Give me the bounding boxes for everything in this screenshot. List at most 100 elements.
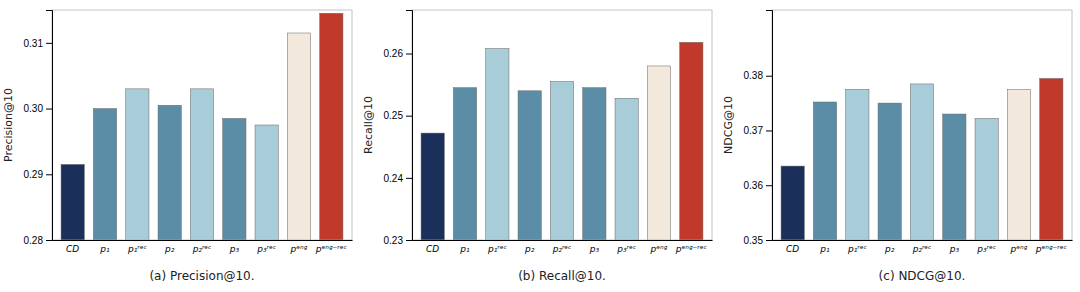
x-tick: p₂ʳᵉᶜ — [192, 240, 212, 254]
x-tick-label: p₃ — [589, 244, 600, 254]
y-tick-label: 0.36 — [744, 180, 764, 191]
y-axis-line — [406, 11, 413, 241]
y-tick: 0.28 — [24, 235, 52, 246]
y-tick: 0.37 — [744, 125, 772, 136]
x-tick: p₁ — [99, 240, 110, 254]
x-tick-label: pᵉⁿᵍ — [650, 244, 668, 254]
y-tick-label: 0.30 — [24, 103, 44, 114]
x-tick-label: p₂ — [164, 244, 175, 254]
bar — [421, 133, 444, 240]
x-tick: p₂ʳᵉᶜ — [912, 240, 932, 254]
y-tick: 0.26 — [384, 48, 412, 59]
x-tick-label: p₃ — [229, 244, 240, 254]
x-tick: p₂ — [884, 240, 895, 254]
x-axis-line — [773, 240, 1073, 241]
x-tick: p₁ — [819, 240, 830, 254]
bar — [287, 33, 310, 240]
panel: 0.230.240.250.26CDp₁p₁ʳᵉᶜp₂p₂ʳᵉᶜp₃p₃ʳᵉᶜp… — [362, 10, 713, 292]
y-tick: 0.30 — [24, 103, 52, 114]
x-tick: CD — [786, 240, 799, 254]
x-tick-label: p₁ʳᵉᶜ — [487, 244, 507, 254]
x-tick: p₂ — [164, 240, 175, 254]
y-tick-label: 0.26 — [384, 48, 404, 59]
y-tick: 0.36 — [744, 180, 772, 191]
x-tick: p₁ʳᵉᶜ — [127, 240, 147, 254]
bar — [190, 89, 213, 240]
x-tick: pᵉⁿᵍ — [1010, 240, 1028, 254]
x-tick-label: p₁ʳᵉᶜ — [847, 244, 867, 254]
y-tick-mark — [406, 178, 412, 179]
x-tick: p₃ʳᵉᶜ — [976, 240, 996, 254]
x-tick: p₁ʳᵉᶜ — [487, 240, 507, 254]
x-axis: CD p₁ p₁ʳᵉᶜ p₂ p₂ʳᵉᶜ p₃ p₃ʳᵉᶜ pᵉⁿᵍ pᵉⁿᵍ⁻ʳᵉᶜ — [53, 240, 353, 254]
x-tick: pᵉⁿᵍ⁻ʳᵉᶜ — [315, 240, 348, 254]
x-tick: p₁ʳᵉᶜ — [847, 240, 867, 254]
x-tick: pᵉⁿᵍ — [650, 240, 668, 254]
bars — [421, 42, 703, 240]
y-tick-label: 0.28 — [24, 235, 44, 246]
plot-frame — [52, 10, 352, 240]
x-tick: p₃ — [589, 240, 600, 254]
y-tick: 0.38 — [744, 70, 772, 81]
bar — [680, 42, 703, 240]
y-tick-label: 0.29 — [24, 169, 44, 180]
x-tick-label: p₂ʳᵉᶜ — [912, 244, 932, 254]
bar — [583, 88, 606, 240]
y-tick-mark — [766, 130, 772, 131]
x-tick-label: CD — [66, 244, 79, 254]
bar — [878, 103, 901, 240]
x-tick-label: p₁ — [459, 244, 470, 254]
bar — [550, 81, 573, 240]
chart-title: (c) NDCG@10. — [879, 269, 966, 283]
x-tick-label: p₃ʳᵉᶜ — [976, 244, 996, 254]
y-tick-mark — [46, 109, 52, 110]
x-tick: p₃ʳᵉᶜ — [256, 240, 276, 254]
x-tick: p₃ʳᵉᶜ — [616, 240, 636, 254]
y-tick-mark — [766, 76, 772, 77]
y-tick-label: 0.37 — [744, 125, 764, 136]
y-axis-line — [46, 11, 53, 241]
x-tick-label: pᵉⁿᵍ — [290, 244, 308, 254]
bar — [846, 89, 869, 240]
x-tick: p₂ʳᵉᶜ — [552, 240, 572, 254]
x-tick-label: pᵉⁿᵍ⁻ʳᵉᶜ — [1035, 244, 1068, 254]
y-tick-mark — [46, 174, 52, 175]
x-axis: CDp₁p₁ʳᵉᶜp₂p₂ʳᵉᶜp₃p₃ʳᵉᶜpᵉⁿᵍpᵉⁿᵍ⁻ʳᵉᶜ — [413, 240, 713, 254]
bar — [647, 66, 670, 240]
x-tick-label: p₂ʳᵉᶜ — [552, 244, 572, 254]
x-tick-label: p₁ — [99, 244, 110, 254]
bar — [781, 166, 804, 240]
x-tick-label: p₁ʳᵉᶜ — [127, 244, 147, 254]
y-tick: 0.23 — [384, 235, 412, 246]
x-axis-line — [413, 240, 713, 241]
bar — [126, 89, 149, 240]
bar — [61, 164, 84, 240]
bars — [61, 13, 343, 240]
y-tick-label: 0.35 — [744, 235, 764, 246]
y-tick-mark — [766, 185, 772, 186]
bar — [943, 114, 966, 240]
bar — [486, 49, 509, 240]
bar — [453, 88, 476, 240]
y-tick-label: 0.25 — [384, 110, 404, 121]
figure: 0.28 0.29 0.30 0.31 CD p₁ p₁ʳᵉᶜ p₂ p₂ʳᵉᶜ p₃ p₃ʳᵉᶜ p… — [0, 0, 1080, 292]
bar — [1040, 78, 1063, 240]
y-tick: 0.31 — [24, 38, 52, 49]
x-tick: p₂ — [524, 240, 535, 254]
chart-container: 0.28 0.29 0.30 0.31 CD p₁ p₁ʳᵉᶜ p₂ p₂ʳᵉᶜ p₃ p₃ʳᵉᶜ p… — [0, 0, 1080, 292]
y-axis-title: Precision@10 — [2, 88, 15, 162]
bar — [320, 13, 343, 240]
bar — [975, 118, 998, 240]
y-tick-mark — [406, 54, 412, 55]
y-tick-label: 0.23 — [384, 235, 404, 246]
x-tick-label: pᵉⁿᵍ⁻ʳᵉᶜ — [315, 244, 348, 254]
bar — [158, 105, 181, 240]
y-tick: 0.35 — [744, 235, 772, 246]
plot-frame — [772, 10, 1072, 240]
x-tick: p₃ — [949, 240, 960, 254]
bar — [1007, 89, 1030, 240]
y-tick-label: 0.31 — [24, 38, 44, 49]
y-axis-title: NDCG@10 — [722, 96, 735, 154]
y-tick-mark — [46, 240, 52, 241]
x-tick: p₃ — [229, 240, 240, 254]
